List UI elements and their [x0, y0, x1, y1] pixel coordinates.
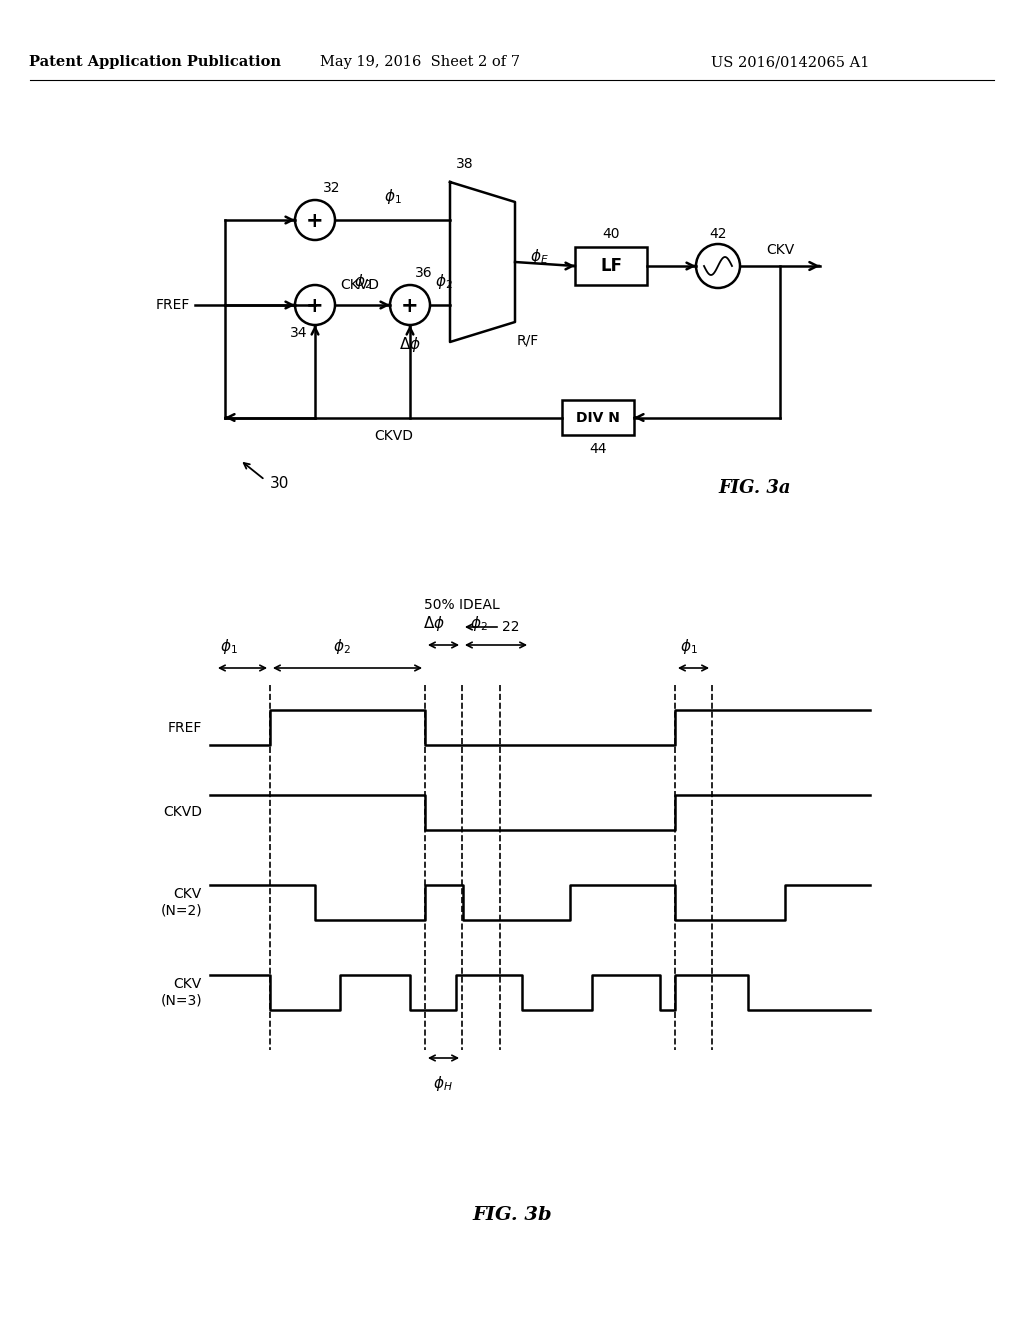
Text: CKV
(N=3): CKV (N=3) [161, 977, 202, 1007]
Text: $\phi_1$: $\phi_1$ [220, 638, 238, 656]
Text: R/F: R/F [517, 333, 540, 347]
Text: Patent Application Publication: Patent Application Publication [29, 55, 281, 69]
Text: 22: 22 [502, 620, 519, 634]
Text: $\phi_2$: $\phi_2$ [333, 638, 351, 656]
Text: 44: 44 [589, 442, 607, 455]
Text: May 19, 2016  Sheet 2 of 7: May 19, 2016 Sheet 2 of 7 [319, 55, 520, 69]
Text: CKVD: CKVD [163, 805, 202, 820]
Text: 34: 34 [290, 326, 307, 341]
Bar [575, 247, 647, 285]
Bar [562, 400, 634, 436]
Text: CKVD: CKVD [341, 279, 380, 292]
Text: 50% IDEAL: 50% IDEAL [424, 598, 500, 612]
Text: $\phi_2$: $\phi_2$ [353, 272, 372, 290]
Text: CKVD: CKVD [374, 429, 413, 444]
Text: $\phi_H$: $\phi_H$ [433, 1074, 453, 1093]
Text: $\phi_2$: $\phi_2$ [470, 614, 487, 634]
Text: CKV: CKV [766, 243, 795, 257]
Text: US 2016/0142065 A1: US 2016/0142065 A1 [711, 55, 869, 69]
Text: +: + [401, 296, 419, 315]
Text: +: + [306, 211, 324, 231]
Text: $\phi_2$: $\phi_2$ [435, 272, 453, 290]
Text: FIG. 3b: FIG. 3b [472, 1206, 552, 1224]
Text: $\Delta\phi$: $\Delta\phi$ [399, 335, 421, 354]
Text: $\phi_1$: $\phi_1$ [384, 187, 401, 206]
Text: 40: 40 [602, 227, 620, 242]
Text: +: + [306, 296, 324, 315]
Text: 38: 38 [456, 157, 474, 172]
Text: CKV
(N=2): CKV (N=2) [161, 887, 202, 917]
Text: FREF: FREF [156, 298, 190, 312]
Text: 30: 30 [270, 475, 290, 491]
Text: DIV N: DIV N [577, 411, 620, 425]
Text: $\phi_E$: $\phi_E$ [530, 248, 549, 267]
Text: LF: LF [600, 257, 622, 275]
Text: 32: 32 [323, 181, 341, 195]
Text: 36: 36 [415, 267, 432, 280]
Text: $\Delta\phi$: $\Delta\phi$ [423, 614, 445, 634]
Text: $\phi_1$: $\phi_1$ [680, 638, 697, 656]
Text: 42: 42 [710, 227, 727, 242]
Text: FIG. 3a: FIG. 3a [719, 479, 792, 498]
Text: FREF: FREF [168, 721, 202, 734]
